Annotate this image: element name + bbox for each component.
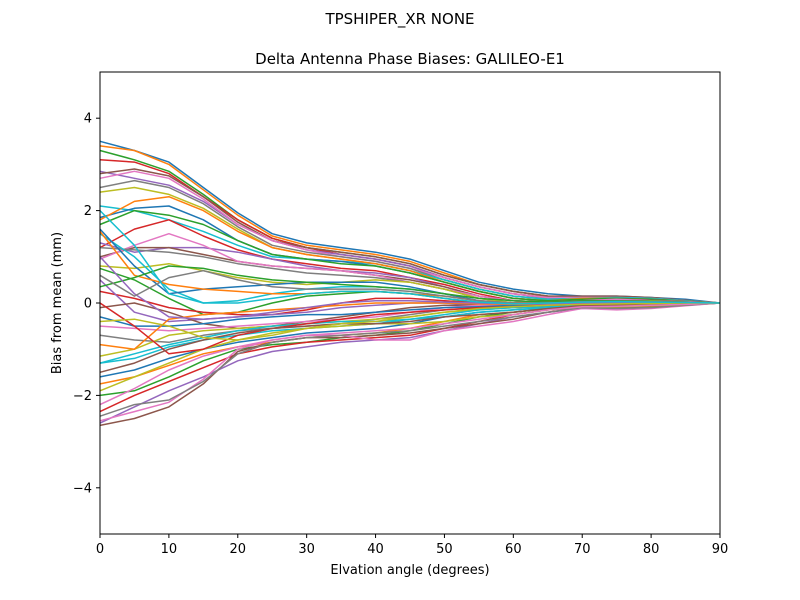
x-tick-label: 40 [367,542,384,557]
x-tick-label: 60 [505,542,522,557]
x-tick-label: 30 [298,542,315,557]
x-tick-label: 50 [436,542,453,557]
series-line-46 [99,302,721,374]
chart-title: Delta Antenna Phase Biases: GALILEO-E1 [255,50,565,68]
x-axis-label: Elvation angle (degrees) [330,563,489,578]
x-tick-label: 0 [96,542,104,557]
x-tick-label: 20 [230,542,247,557]
x-tick-label: 70 [574,542,591,557]
y-tick-label: 2 [84,204,92,219]
series-layer [99,140,721,427]
series-line-36 [99,302,721,427]
y-tick-label: 0 [84,297,92,312]
series-line-6 [99,168,721,304]
series-line-49 [99,302,720,341]
y-tick-label: −2 [73,389,92,404]
y-axis-ticks: −4 −2 0 2 4 [73,112,100,496]
series-line-50 [99,210,721,305]
series-line-18 [99,246,721,304]
x-tick-label: 90 [712,542,729,557]
x-tick-label: 10 [161,542,178,557]
series-line-20 [99,233,721,307]
figure-suptitle: TPSHIPER_XR NONE [324,10,474,29]
y-axis-label: Bias from mean (mm) [50,232,65,374]
series-line-9 [99,186,721,304]
series-line-37 [99,302,721,422]
y-tick-label: −4 [73,481,92,496]
x-axis-ticks: 0 10 20 30 40 50 60 70 80 90 [96,534,728,557]
series-line-47 [99,302,721,406]
x-tick-label: 80 [643,542,660,557]
y-tick-label: 4 [84,112,92,127]
series-line-13 [99,209,721,304]
series-line-45 [99,256,720,320]
series-line-38 [99,302,721,417]
